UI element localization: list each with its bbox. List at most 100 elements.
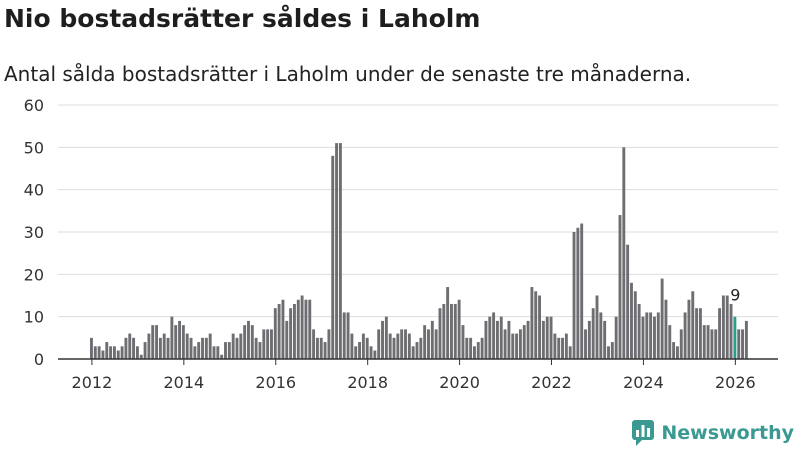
bar (407, 333, 411, 359)
bar (254, 337, 258, 359)
bar (564, 333, 568, 359)
bar (633, 291, 637, 359)
bar (250, 325, 254, 359)
bar (143, 342, 147, 359)
bar (503, 329, 507, 359)
bar (737, 329, 741, 359)
bar (404, 329, 407, 359)
bar (744, 320, 748, 359)
y-axis-labels: 0 10 20 30 40 50 60 (24, 96, 44, 369)
bar (338, 143, 342, 359)
bars (90, 143, 748, 359)
bar (212, 346, 216, 359)
bar (476, 342, 480, 359)
x-tick-label: 2022 (531, 373, 572, 392)
bar (645, 312, 649, 359)
bar (247, 320, 250, 359)
bar (384, 316, 388, 359)
bar (116, 350, 120, 359)
bar (174, 325, 178, 359)
bar (553, 333, 557, 359)
bar (469, 337, 473, 359)
gridlines (58, 104, 778, 318)
bar (572, 232, 576, 359)
bar (450, 303, 453, 359)
bar (672, 342, 676, 359)
bar (706, 325, 710, 359)
bar (204, 337, 208, 359)
bar (312, 329, 316, 359)
bar (396, 333, 400, 359)
annotations: 9 (730, 286, 740, 305)
bar (273, 308, 277, 359)
bar (170, 316, 174, 359)
bar (591, 308, 595, 359)
bar (530, 287, 534, 359)
bar (97, 346, 101, 359)
bar (281, 299, 285, 359)
bar (695, 308, 699, 359)
bar (185, 333, 189, 359)
x-axis-labels: 2012 2014 2016 2018 2020 2022 2024 2026 (72, 373, 756, 392)
bar (231, 333, 235, 359)
bar (442, 303, 446, 359)
bar (289, 308, 293, 359)
bar (365, 337, 369, 359)
x-tick-label: 2024 (623, 373, 664, 392)
bar (488, 316, 492, 359)
annotation-label: 9 (730, 286, 740, 305)
bar (710, 329, 714, 359)
y-tick-label: 60 (24, 96, 44, 115)
bar (698, 308, 702, 359)
bar (622, 147, 626, 359)
bar (637, 303, 641, 359)
bar (465, 337, 469, 359)
bar (139, 354, 143, 359)
bar (120, 346, 124, 359)
bar (526, 320, 530, 359)
bar (227, 342, 231, 359)
bar (90, 337, 93, 359)
bar (388, 333, 392, 359)
bar (354, 346, 358, 359)
bar (714, 329, 718, 359)
bar (438, 308, 442, 359)
bar (691, 291, 695, 359)
bar (549, 316, 553, 359)
bar (507, 320, 511, 359)
bar (495, 320, 499, 359)
bar (430, 320, 434, 359)
bar (327, 329, 331, 359)
bar (419, 337, 423, 359)
bar (377, 329, 381, 359)
bar (729, 303, 733, 359)
bar (630, 282, 633, 359)
bar (461, 325, 465, 359)
bar (315, 337, 319, 359)
bar (660, 278, 664, 359)
bar (576, 227, 580, 359)
x-tick-label: 2012 (72, 373, 113, 392)
brand-name: Newsworthy (661, 422, 794, 444)
bar (702, 325, 706, 359)
bar (587, 320, 591, 359)
newsworthy-logo: Newsworthy (632, 420, 794, 446)
bar (239, 333, 243, 359)
bar (610, 342, 614, 359)
bar (499, 316, 503, 359)
bar (235, 337, 239, 359)
bar (457, 299, 461, 359)
x-axis (58, 358, 778, 365)
bar (446, 287, 450, 359)
bar (178, 320, 181, 359)
x-tick-label: 2026 (715, 373, 756, 392)
bar (342, 312, 346, 359)
bar (649, 312, 653, 359)
bar (561, 337, 564, 359)
bar (599, 312, 603, 359)
bar (300, 295, 304, 359)
bar (411, 346, 415, 359)
x-tick-label: 2018 (347, 373, 388, 392)
bar (197, 342, 201, 359)
bar (151, 325, 155, 359)
